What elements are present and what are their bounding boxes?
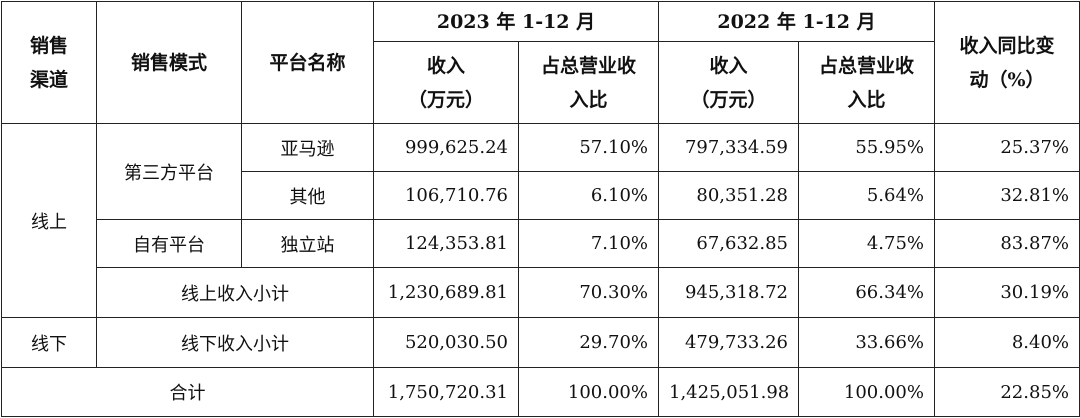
header-cell: 收入 （万元） [658,41,799,124]
revenue-cell: 797,334.59 [658,123,799,172]
revenue-cell: 479,733.26 [658,317,799,368]
revenue-cell: 520,030.50 [373,317,519,368]
revenue-cell: 999,625.24 [373,123,519,172]
yoy-cell: 32.81% [934,171,1080,220]
revenue-cell: 67,632.85 [658,219,799,268]
revenue-cell: 1,750,720.31 [373,367,519,417]
subtotal-label: 线下收入小计 [96,317,374,368]
revenue-cell: 1,425,051.98 [658,367,799,417]
header-text: 销售 [29,34,68,57]
header-text: 收入 [709,54,748,77]
header-cell: 2022 年 1-12 月 [658,1,935,42]
share-cell: 6.10% [518,171,659,220]
revenue-cell: 106,710.76 [373,171,519,220]
platform-cell: 亚马逊 [241,123,374,172]
header-text: 占总营业收 [540,54,636,77]
header-cell: 占总营业收 入比 [798,41,935,124]
header-text: 动（%） [969,68,1045,91]
share-cell: 70.30% [518,267,659,318]
share-cell: 66.34% [798,267,935,318]
share-cell: 5.64% [798,171,935,220]
channel-cell: 线下 [1,317,97,368]
header-text: 收入同比变 [959,34,1055,57]
share-cell: 4.75% [798,219,935,268]
share-cell: 55.95% [798,123,935,172]
header-text: 收入 [426,54,465,77]
platform-cell: 其他 [241,171,374,220]
header-text: 入比 [569,88,608,111]
share-cell: 100.00% [518,367,659,417]
share-cell: 7.10% [518,219,659,268]
yoy-cell: 8.40% [934,317,1080,368]
header-cell: 收入 （万元） [373,41,519,124]
yoy-cell: 30.19% [934,267,1080,318]
header-cell: 销售模式 [96,1,242,124]
header-text: （万元） [407,88,484,111]
platform-cell: 独立站 [241,219,374,268]
yoy-cell: 25.37% [934,123,1080,172]
share-cell: 29.70% [518,317,659,368]
revenue-cell: 80,351.28 [658,171,799,220]
header-cell: 销售 渠道 [1,1,97,124]
header-text: 入比 [847,88,886,111]
yoy-cell: 83.87% [934,219,1080,268]
revenue-cell: 945,318.72 [658,267,799,318]
header-cell: 平台名称 [241,1,374,124]
header-cell: 占总营业收 入比 [518,41,659,124]
share-cell: 33.66% [798,317,935,368]
mode-cell: 第三方平台 [96,123,242,220]
revenue-cell: 124,353.81 [373,219,519,268]
yoy-cell: 22.85% [934,367,1080,417]
subtotal-label: 线上收入小计 [96,267,374,318]
header-text: （万元） [690,88,767,111]
revenue-cell: 1,230,689.81 [373,267,519,318]
header-text: 占总营业收 [818,54,914,77]
share-cell: 100.00% [798,367,935,417]
channel-cell: 线上 [1,123,97,318]
share-cell: 57.10% [518,123,659,172]
header-cell: 收入同比变动（%） [934,1,1080,124]
header-cell: 2023 年 1-12 月 [373,1,659,42]
header-text: 渠道 [29,68,68,91]
total-label: 合计 [1,367,374,417]
mode-cell: 自有平台 [96,219,242,268]
